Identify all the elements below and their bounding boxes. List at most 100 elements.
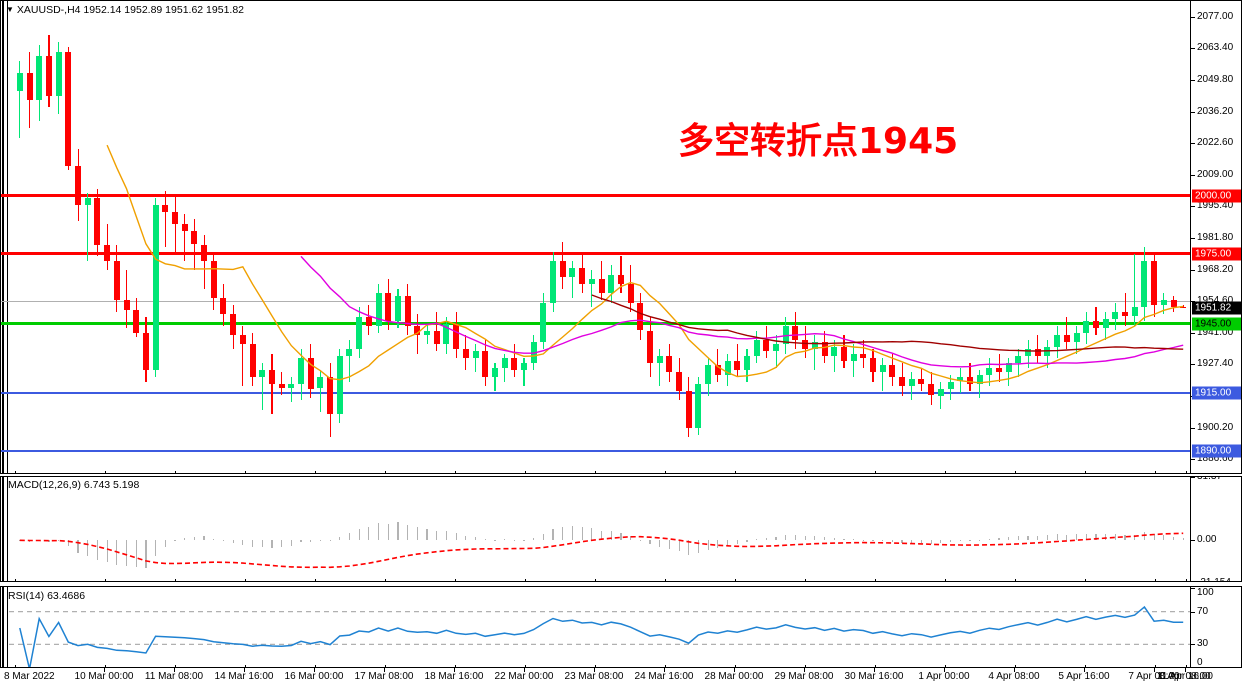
price-tag-2000[interactable]: 2000.00	[1192, 189, 1241, 203]
macd-histogram-bar	[571, 526, 574, 541]
macd-histogram-bar	[959, 540, 961, 542]
price-tag-1915[interactable]: 1915.00	[1192, 386, 1241, 400]
candle-wick	[979, 370, 981, 398]
candle-body	[637, 302, 644, 331]
rsi-indicator-panel[interactable]: 100 70 30 0	[0, 586, 1242, 668]
candle-body	[356, 316, 363, 349]
candle-body	[307, 358, 314, 389]
macd-histogram-bar	[164, 540, 166, 547]
candle-body	[685, 390, 692, 429]
macd-histogram-bar	[678, 540, 680, 552]
ma-line-magenta	[300, 255, 1184, 368]
candle-body	[239, 335, 246, 345]
candle-body	[94, 198, 101, 245]
candle-body	[298, 358, 304, 384]
candle-body	[414, 325, 421, 336]
symbol-legend: ▼ XAUUSD-,H4 1952.14 1952.89 1951.62 1951…	[6, 4, 244, 16]
candle-body	[65, 51, 72, 166]
rsi-legend: RSI(14) 63.4686	[8, 590, 86, 602]
macd-histogram-bar	[920, 540, 923, 544]
macd-scale[interactable]: 31.37 0.00 -21.154	[1190, 477, 1241, 581]
time-gridline-mark	[805, 665, 806, 667]
macd-histogram-bar	[213, 538, 215, 541]
candle-body	[957, 376, 964, 382]
time-axis-label: 8 Apr 08:00	[1159, 671, 1211, 682]
time-axis[interactable]: 8 Mar 2022 10 Mar 00:00 11 Mar 08:00 14 Mar…	[0, 668, 1242, 692]
macd-histogram-bar	[940, 540, 942, 544]
time-gridline-mark	[1015, 579, 1016, 581]
price-tag-current[interactable]: 1951.82	[1192, 301, 1241, 315]
macd-histogram-bar	[794, 535, 797, 541]
level-line-1954[interactable]	[1, 300, 1190, 302]
level-line-1915[interactable]	[1, 392, 1190, 395]
rsi-scale-label: 70	[1197, 605, 1209, 617]
time-gridline-mark	[735, 471, 736, 473]
price-scale-tick	[1191, 111, 1195, 113]
macd-signal-layer	[19, 532, 1184, 569]
candle-body	[714, 365, 721, 375]
macd-histogram-bar	[746, 540, 748, 542]
macd-histogram-bar	[969, 540, 971, 541]
price-tag-1945[interactable]: 1945.00	[1192, 317, 1241, 330]
level-line-1890[interactable]	[1, 450, 1190, 453]
macd-histogram-bar	[222, 540, 225, 541]
macd-histogram-bar	[891, 540, 893, 542]
price-scale-label: 2009.00	[1197, 168, 1234, 180]
time-gridline-mark	[1085, 665, 1086, 667]
candle-body	[36, 56, 43, 101]
time-axis-tick	[1154, 668, 1155, 672]
candle-body	[724, 360, 731, 375]
time-axis-tick	[524, 668, 525, 672]
macd-scale-label: 0.00	[1197, 534, 1217, 546]
candle-body	[1122, 311, 1128, 317]
macd-histogram-bar	[1143, 532, 1146, 541]
macd-histogram-bar	[1037, 535, 1039, 541]
candle-body	[142, 332, 149, 370]
macd-indicator-panel[interactable]: 31.37 0.00 -21.154	[0, 476, 1242, 582]
macd-histogram-bar	[542, 533, 544, 541]
price-tag-1975[interactable]: 1975.00	[1192, 247, 1241, 261]
candle-body	[928, 383, 935, 396]
rsi-plot-area[interactable]: 100 70 30 0	[1, 587, 1241, 667]
candle-body	[1073, 332, 1080, 343]
macd-histogram-bar	[1085, 533, 1087, 541]
candle-body	[1005, 363, 1012, 373]
time-gridline-mark	[1186, 471, 1187, 473]
price-chart-panel[interactable]: 2077.00 2063.40 2049.80 2036.20 2022.60 2009.…	[0, 0, 1242, 474]
candle-wick	[242, 325, 244, 387]
candle-body	[462, 349, 469, 359]
candle-wick	[1095, 307, 1097, 336]
candle-body	[1170, 300, 1177, 308]
candle-wick	[290, 376, 292, 403]
level-line-2000[interactable]	[1, 194, 1190, 198]
candle-body	[472, 351, 479, 359]
time-axis-tick	[314, 668, 315, 672]
macd-histogram-bar	[1124, 534, 1126, 541]
rsi-scale[interactable]: 100 70 30 0	[1190, 587, 1241, 667]
price-scale-tick	[1191, 206, 1195, 208]
time-gridline-mark	[315, 579, 316, 581]
candle-body	[947, 381, 954, 389]
level-line-1945[interactable]	[1, 322, 1190, 325]
price-tag-1890[interactable]: 1890.00	[1192, 444, 1241, 458]
price-plot-area[interactable]: 2077.00 2063.40 2049.80 2036.20 2022.60 2009.…	[1, 1, 1241, 473]
macd-plot-area[interactable]: 31.37 0.00 -21.154	[1, 477, 1241, 581]
macd-histogram-bar	[96, 540, 99, 560]
time-axis-label: 16 Mar 00:00	[284, 671, 344, 682]
collapse-arrow-icon[interactable]: ▼	[6, 5, 14, 14]
candle-body	[734, 360, 741, 370]
price-scale[interactable]: 2077.00 2063.40 2049.80 2036.20 2022.60 2009.…	[1190, 1, 1241, 473]
price-scale-tick	[1191, 174, 1195, 176]
candle-body	[850, 353, 857, 361]
time-gridline-mark	[175, 471, 176, 473]
time-gridline-mark	[245, 579, 246, 581]
macd-histogram-bar	[135, 540, 137, 568]
time-axis-tick	[174, 668, 175, 672]
candle-body	[937, 388, 944, 396]
macd-histogram-bar	[455, 533, 457, 541]
candle-body	[550, 260, 556, 303]
time-gridline-mark	[105, 665, 106, 667]
level-line-1975[interactable]	[1, 252, 1190, 256]
macd-histogram-bar	[707, 540, 709, 551]
macd-histogram-bar	[193, 536, 195, 541]
